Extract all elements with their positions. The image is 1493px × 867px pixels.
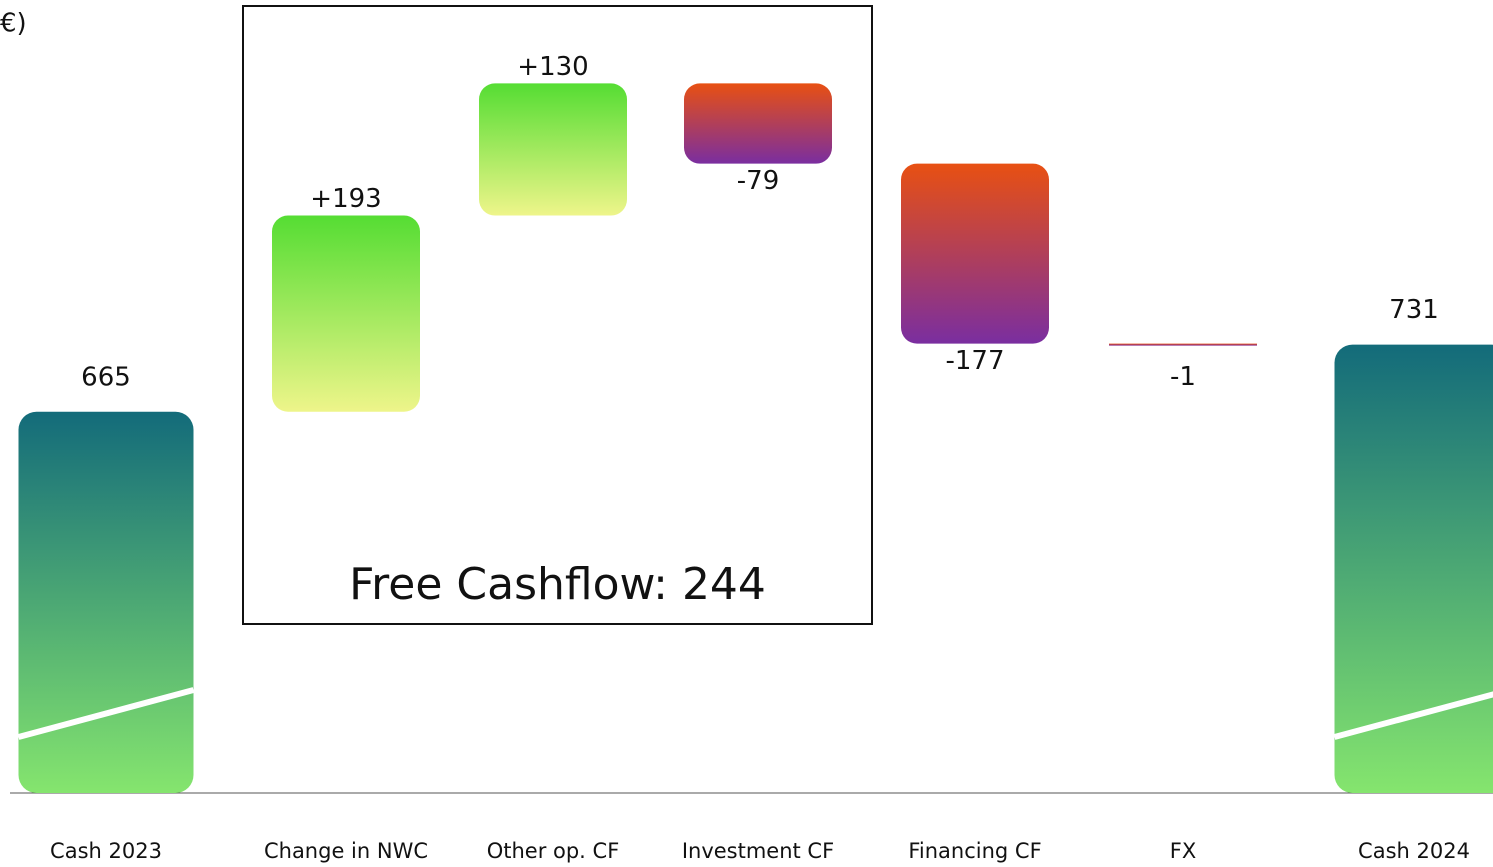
value-label: -1 bbox=[1170, 362, 1196, 392]
delta-bar bbox=[901, 163, 1049, 344]
x-tick-label: Cash 2024 bbox=[1358, 839, 1470, 863]
total-bar bbox=[18, 411, 194, 793]
value-label: +130 bbox=[517, 52, 588, 82]
x-tick-label: Cash 2023 bbox=[50, 839, 162, 863]
value-label: 731 bbox=[1389, 295, 1439, 325]
delta-bar bbox=[479, 83, 627, 216]
value-label: -177 bbox=[945, 346, 1004, 376]
x-tick-label: Other op. CF bbox=[487, 839, 620, 863]
x-tick-label: Investment CF bbox=[682, 839, 834, 863]
value-label: -79 bbox=[737, 166, 779, 196]
chart-title: €) bbox=[0, 9, 27, 39]
delta-bar bbox=[684, 83, 832, 164]
total-bar bbox=[1334, 344, 1493, 793]
axis-break bbox=[17, 687, 195, 740]
x-tick-label: FX bbox=[1170, 839, 1196, 863]
value-label: 665 bbox=[81, 362, 131, 392]
x-tick-label: Change in NWC bbox=[264, 839, 428, 863]
delta-bar bbox=[1109, 343, 1257, 346]
annotation: Free Cashflow: 244 bbox=[349, 559, 766, 610]
annotation-box bbox=[242, 5, 873, 625]
value-label: +193 bbox=[310, 184, 381, 214]
delta-bar bbox=[272, 215, 420, 412]
axis-break bbox=[1333, 691, 1493, 740]
x-tick-label: Financing CF bbox=[908, 839, 1041, 863]
